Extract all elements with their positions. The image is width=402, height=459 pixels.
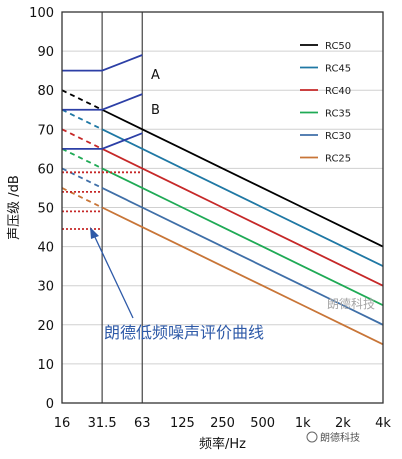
y-tick-label: 40: [37, 241, 54, 256]
legend-label-rc25: RC25: [325, 154, 351, 165]
axis-layer: 0 10 20 30 40 50 60 70 80 90 100 16 31.5 63 125 250 500 1…: [7, 6, 391, 452]
plot-frame: [61, 11, 384, 404]
series-line-rc25: [101, 206, 384, 346]
series-line-rc30: [101, 187, 384, 326]
x-tick-label: 63: [134, 416, 151, 431]
y-axis-label: 声压级 /dB: [7, 175, 22, 240]
caption-text: 朗德低频噪声评价曲线: [104, 323, 264, 342]
series-dashed-rc40: [61, 128, 103, 150]
x-tick-label: 16: [54, 416, 71, 431]
legend-label-rc50: RC50: [325, 41, 351, 52]
y-tick-label: 70: [37, 123, 54, 138]
x-tick-label: 250: [210, 416, 235, 431]
y-tick-label: 80: [37, 84, 54, 99]
region-line-c: [62, 132, 143, 150]
series-dashed-rc45: [61, 108, 103, 131]
y-tick-label: 30: [37, 280, 54, 295]
legend-label-rc40: RC40: [325, 86, 351, 97]
series-line-rc35: [101, 167, 384, 307]
series-line-rc45: [101, 128, 384, 267]
series-layer: [61, 89, 384, 346]
region-layer: [62, 54, 143, 150]
y-tick-label: 20: [37, 319, 54, 334]
footer-logo-icon: [306, 431, 318, 443]
arrowhead: [90, 227, 99, 239]
y-tick-label: 0: [46, 397, 54, 412]
x-tick-label: 2k: [335, 416, 351, 431]
x-tick-label: 31.5: [88, 416, 117, 431]
y-tick-label: 10: [37, 358, 54, 373]
legend-label-rc45: RC45: [325, 64, 351, 75]
x-tick-label: 125: [170, 416, 195, 431]
y-tick-label: 60: [37, 162, 54, 177]
label-a: A: [151, 68, 160, 83]
legend-layer: RC50 RC45 RC40 RC35 RC30 RC25: [300, 41, 351, 165]
legend-label-rc35: RC35: [325, 109, 351, 120]
region-line-a: [62, 54, 143, 72]
footer-watermark: 朗德科技: [320, 431, 360, 444]
x-tick-label: 4k: [375, 416, 391, 431]
arrow-line: [92, 232, 134, 319]
series-dashed-rc50: [61, 89, 103, 111]
y-tick-label: 90: [37, 45, 54, 60]
y-tick-label: 100: [29, 6, 54, 21]
series-dashed-rc35: [61, 148, 103, 170]
series-dashed-rc30: [61, 167, 103, 189]
y-tick-label: 50: [37, 202, 54, 217]
legend-label-rc30: RC30: [325, 131, 351, 142]
x-tick-label: 1k: [295, 416, 311, 431]
series-line-rc50: [101, 108, 384, 248]
label-b: B: [151, 103, 160, 118]
chart-watermark: 朗德科技: [327, 296, 375, 311]
region-line-b: [62, 93, 143, 111]
x-axis-label: 频率/Hz: [199, 436, 246, 452]
series-dashed-rc25: [61, 187, 103, 209]
x-tick-label: 500: [250, 416, 275, 431]
series-line-rc40: [101, 148, 384, 287]
